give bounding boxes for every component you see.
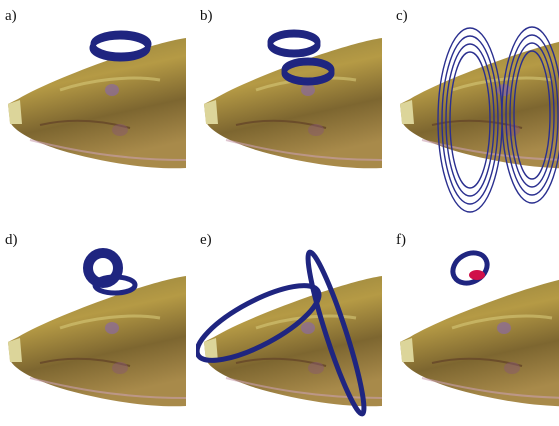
figure: a) b) c) d) e) f) (0, 0, 559, 426)
panel (188, 249, 382, 417)
panel-label: f) (396, 232, 406, 248)
panel (400, 27, 559, 212)
panel-label: e) (200, 232, 212, 248)
panel (8, 253, 186, 406)
panel-label: a) (5, 8, 17, 24)
panel-label: d) (5, 232, 18, 248)
panel (400, 247, 559, 406)
panel-label: c) (396, 8, 408, 24)
panel (204, 32, 382, 168)
panel-label: b) (200, 8, 213, 24)
panel (8, 33, 186, 168)
